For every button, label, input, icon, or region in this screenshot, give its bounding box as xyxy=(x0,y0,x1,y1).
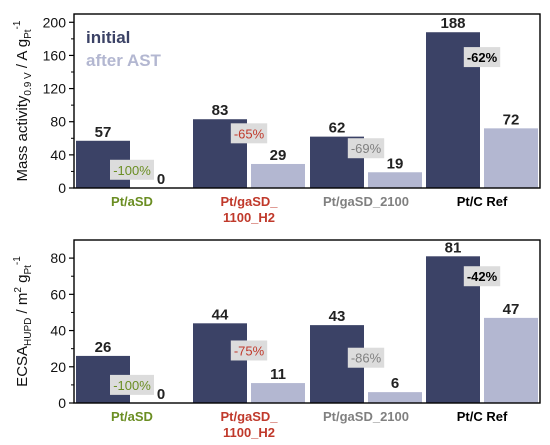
category-label: Pt/gaSD_2100 xyxy=(323,409,409,424)
data-label: 188 xyxy=(440,15,465,32)
data-label: 19 xyxy=(387,155,404,172)
bar-after-ast-4 xyxy=(484,317,538,403)
y-tick-label: 40 xyxy=(50,323,66,339)
data-label: 81 xyxy=(445,239,462,256)
change-label: -100% xyxy=(113,163,151,178)
legend: initial after AST xyxy=(86,28,162,70)
bar-initial-2 xyxy=(193,323,247,403)
data-label: 47 xyxy=(503,301,520,318)
data-label: 0 xyxy=(157,171,165,188)
y-tick-label: 40 xyxy=(50,147,66,163)
change-label-box xyxy=(110,159,154,180)
data-label: 11 xyxy=(270,366,286,383)
category-label: 1100_H2 xyxy=(223,210,275,225)
change-label: -100% xyxy=(113,378,151,393)
category-label: Pt/gaSD_ xyxy=(220,194,278,209)
data-label: 83 xyxy=(212,102,229,119)
change-label: -75% xyxy=(234,343,265,358)
change-label-box xyxy=(463,47,501,68)
y-axis-label: ECSAHUPD / m2 gPt-1 xyxy=(12,256,34,387)
change-label: -86% xyxy=(351,351,382,366)
change-label-box xyxy=(347,347,385,368)
change-label-box xyxy=(463,266,501,287)
change-label: -62% xyxy=(467,50,498,65)
legend-entry-after-ast: after AST xyxy=(86,51,162,70)
category-label: Pt/aSD xyxy=(111,194,153,209)
category-label: Pt/C Ref xyxy=(457,194,508,209)
change-label-box xyxy=(230,123,268,144)
data-label: 26 xyxy=(95,339,112,356)
bar-after-ast-2 xyxy=(251,383,305,403)
change-label-box xyxy=(347,138,385,159)
data-label: 0 xyxy=(157,386,165,403)
change-label: -65% xyxy=(234,126,265,141)
bar-after-ast-4 xyxy=(484,128,538,188)
data-label: 43 xyxy=(329,308,346,325)
y-axis-label: Mass activity0.9 V / A gPt-1 xyxy=(12,20,34,181)
y-tick-label: 60 xyxy=(50,286,66,302)
category-label: 1100_H2 xyxy=(223,425,275,440)
bar-after-ast-3 xyxy=(368,392,422,403)
y-tick-label: 80 xyxy=(50,114,66,130)
plot-frame xyxy=(73,239,541,404)
y-tick-label: 80 xyxy=(50,250,66,266)
chart-panel-1: 57 0 -100% Pt/aSD 83 29 -65% Pt/gaSD_1100_H2 62 1… xyxy=(12,13,541,225)
data-label: 62 xyxy=(329,120,346,137)
data-label: 29 xyxy=(270,147,287,164)
y-tick-label: 160 xyxy=(43,47,67,63)
y-tick-label: 20 xyxy=(50,359,66,375)
data-label: 44 xyxy=(212,306,229,323)
data-label: 57 xyxy=(95,124,112,141)
chart-panel-2: 26 0 -100% Pt/aSD 44 11 -75% Pt/gaSD_1100_H2 43 6… xyxy=(12,239,541,440)
category-label: Pt/gaSD_ xyxy=(220,409,278,424)
y-tick-label: 0 xyxy=(58,180,66,196)
data-label: 72 xyxy=(503,111,520,128)
plot-frame xyxy=(73,13,541,189)
legend-entry-initial: initial xyxy=(86,28,130,47)
category-label: Pt/gaSD_2100 xyxy=(323,194,409,209)
y-tick-label: 200 xyxy=(43,14,67,30)
data-label: 6 xyxy=(391,375,399,392)
category-label: Pt/aSD xyxy=(111,409,153,424)
y-tick-label: 0 xyxy=(58,395,66,411)
change-label-box xyxy=(110,374,154,395)
change-label: -42% xyxy=(467,269,498,284)
y-tick-label: 120 xyxy=(43,81,67,97)
bar-after-ast-3 xyxy=(368,172,422,188)
change-label-box xyxy=(230,340,268,361)
bar-after-ast-2 xyxy=(251,163,305,188)
category-label: Pt/C Ref xyxy=(457,409,508,424)
change-label: -69% xyxy=(351,141,382,156)
